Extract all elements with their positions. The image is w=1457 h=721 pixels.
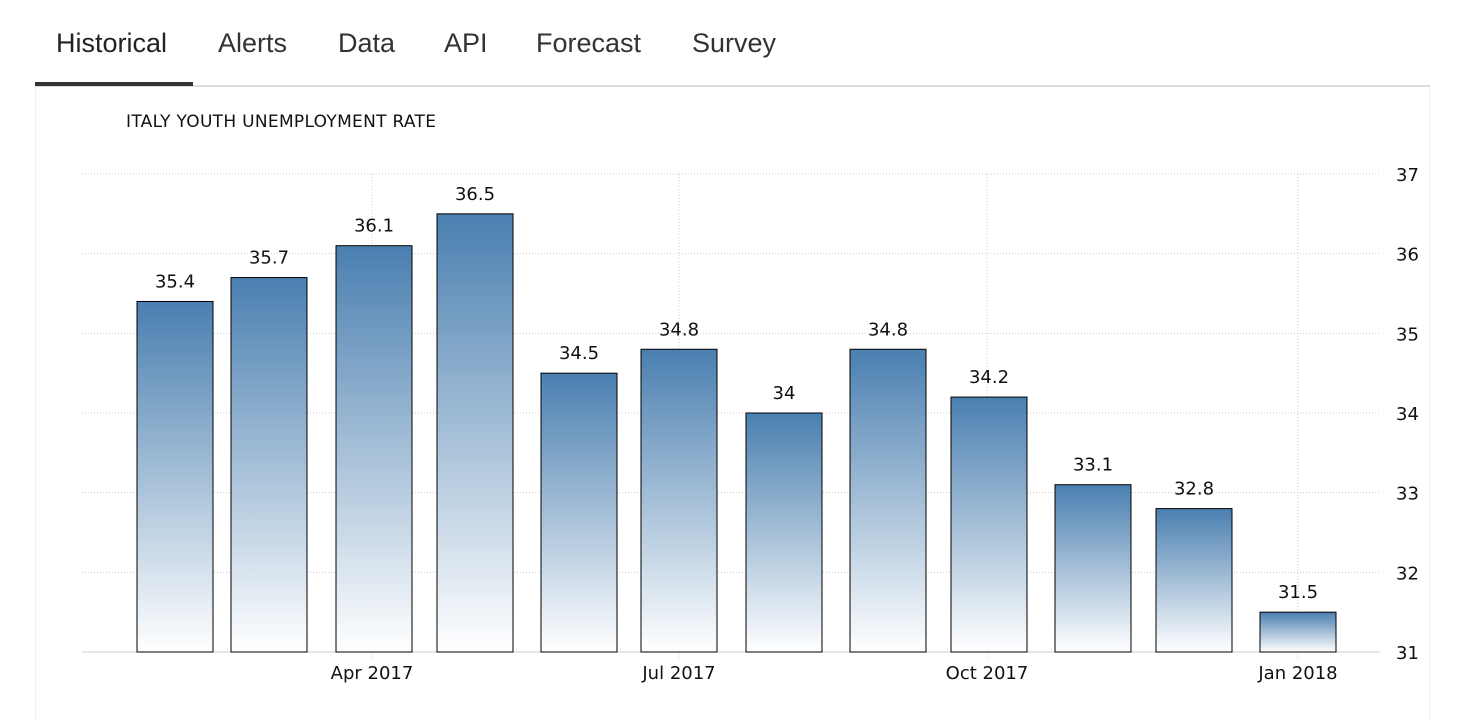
bar-value-label: 36.5 bbox=[455, 184, 495, 205]
bar-value-label: 34 bbox=[773, 383, 796, 404]
y-tick-label: 37 bbox=[1396, 165, 1419, 186]
y-tick-label: 33 bbox=[1396, 484, 1419, 505]
bar[interactable] bbox=[230, 277, 308, 653]
bar[interactable] bbox=[950, 396, 1028, 653]
y-tick-label: 31 bbox=[1396, 643, 1419, 664]
bar-value-label: 34.8 bbox=[868, 319, 908, 340]
bar-value-label: 32.8 bbox=[1174, 479, 1214, 500]
bars bbox=[136, 213, 1337, 653]
chart-title: ITALY YOUTH UNEMPLOYMENT RATE bbox=[126, 112, 437, 132]
bar-value-label: 33.1 bbox=[1073, 455, 1113, 476]
x-tick-label: Jan 2018 bbox=[1257, 663, 1337, 684]
bar[interactable] bbox=[436, 213, 514, 653]
x-tick-label: Apr 2017 bbox=[331, 663, 414, 684]
bar-value-label: 34.8 bbox=[659, 319, 699, 340]
chart-panel bbox=[35, 87, 1430, 721]
tab-alerts[interactable]: Alerts bbox=[218, 28, 288, 58]
active-tab-indicator bbox=[35, 82, 193, 86]
bar[interactable] bbox=[745, 412, 823, 653]
tab-data[interactable]: Data bbox=[338, 28, 396, 58]
y-tick-label: 32 bbox=[1396, 563, 1419, 584]
y-tick-label: 34 bbox=[1396, 404, 1419, 425]
bar[interactable] bbox=[1054, 484, 1132, 653]
bar-value-label: 35.4 bbox=[155, 271, 195, 292]
tab-historical[interactable]: Historical bbox=[56, 28, 168, 58]
bar[interactable] bbox=[540, 372, 618, 653]
bar-value-label: 34.5 bbox=[559, 343, 599, 364]
tab-bar: Historical Alerts Data API Forecast Surv… bbox=[0, 0, 1457, 87]
tab-forecast[interactable]: Forecast bbox=[536, 28, 642, 58]
bar-value-label: 36.1 bbox=[354, 216, 394, 237]
x-tick-label: Oct 2017 bbox=[946, 663, 1029, 684]
y-tick-label: 36 bbox=[1396, 245, 1419, 266]
bar[interactable] bbox=[640, 348, 718, 653]
bar[interactable] bbox=[1259, 611, 1337, 653]
tab-survey[interactable]: Survey bbox=[692, 28, 777, 58]
bar[interactable] bbox=[335, 245, 413, 653]
bar[interactable] bbox=[136, 300, 214, 653]
y-tick-label: 35 bbox=[1396, 324, 1419, 345]
value-labels: 35.4 35.7 36.1 36.5 34.5 34.8 34 34.8 34.2 33.1 32… bbox=[155, 184, 1318, 603]
x-axis-ticks: Apr 2017 Jul 2017 Oct 2017 Jan 2018 bbox=[331, 663, 1338, 684]
tabs-divider bbox=[35, 85, 1430, 87]
bar-value-label: 31.5 bbox=[1278, 582, 1318, 603]
y-axis-ticks: 31 32 33 34 35 36 37 bbox=[1396, 165, 1419, 664]
bar-value-label: 35.7 bbox=[249, 248, 289, 269]
bar-value-label: 34.2 bbox=[969, 367, 1009, 388]
bar[interactable] bbox=[849, 348, 927, 653]
x-tick-label: Jul 2017 bbox=[641, 663, 715, 684]
tab-api[interactable]: API bbox=[444, 28, 488, 58]
bar[interactable] bbox=[1155, 508, 1233, 653]
